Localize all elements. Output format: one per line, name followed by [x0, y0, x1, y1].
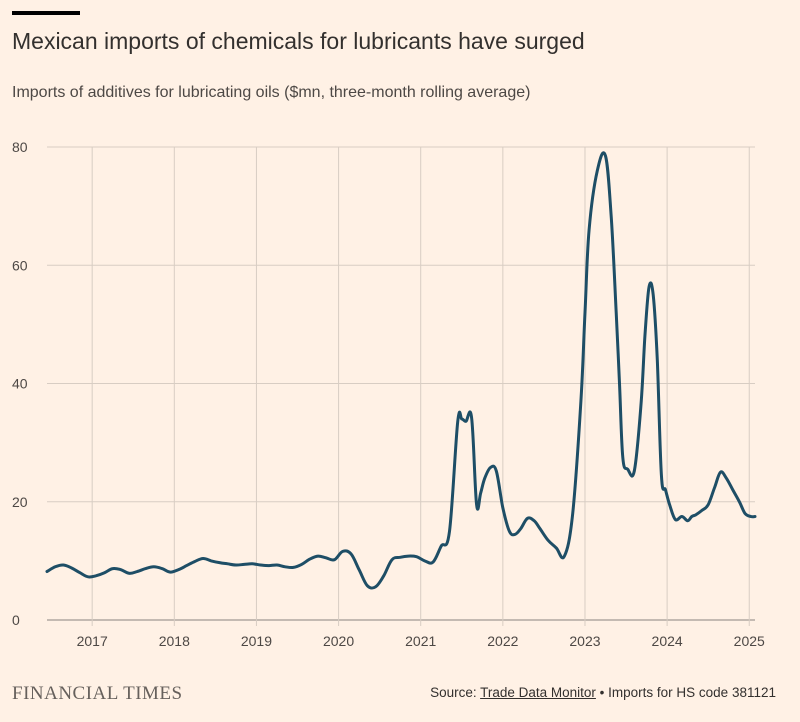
x-tick-label: 2025 [734, 633, 765, 649]
source-link[interactable]: Trade Data Monitor [480, 685, 596, 700]
source-suffix: • Imports for HS code 381121 [595, 685, 776, 700]
y-tick-label: 80 [12, 139, 28, 155]
x-tick-label: 2017 [77, 633, 108, 649]
x-tick-label: 2019 [241, 633, 272, 649]
x-axis-ticks: 2017 2018 2019 2020 2021 2022 2023 2024 2025 [77, 633, 765, 649]
financial-times-logo: FINANCIAL TIMES [12, 683, 183, 704]
x-tick-label: 2023 [569, 633, 600, 649]
source-note: Source: Trade Data Monitor • Imports for… [430, 685, 776, 700]
source-prefix: Source: [430, 685, 481, 700]
chart-grid [47, 146, 755, 626]
y-tick-label: 40 [12, 376, 28, 392]
chart-subtitle: Imports of additives for lubricating oil… [12, 84, 531, 101]
brand-bar [12, 11, 80, 15]
x-tick-label: 2022 [487, 633, 518, 649]
y-axis-ticks: 0 20 40 60 80 [12, 139, 28, 628]
y-tick-label: 20 [12, 494, 28, 510]
x-tick-label: 2018 [159, 633, 190, 649]
x-tick-label: 2020 [323, 633, 354, 649]
series-line [45, 151, 757, 590]
chart-title: Mexican imports of chemicals for lubrica… [12, 28, 585, 54]
y-tick-label: 60 [12, 257, 28, 273]
x-tick-label: 2024 [652, 633, 683, 649]
y-tick-label: 0 [12, 612, 20, 628]
x-tick-label: 2021 [405, 633, 436, 649]
